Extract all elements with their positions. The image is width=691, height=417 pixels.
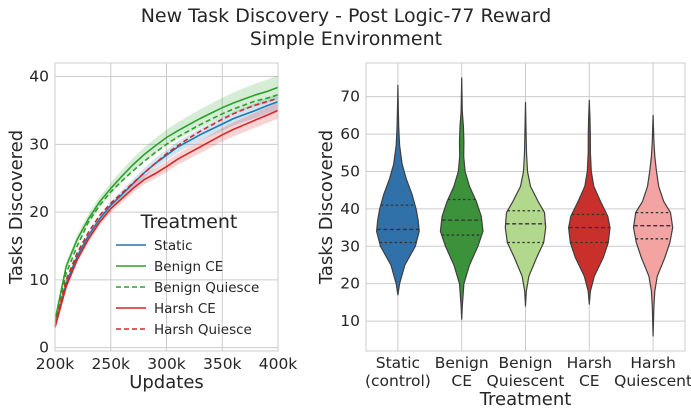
violin-body-4 [632,114,674,337]
line-x-tick-label: 250k [91,355,130,373]
violin-body-3 [568,99,611,305]
legend-label-3: Harsh CE [154,301,216,317]
violin-y-tick-label: 40 [340,200,360,218]
violin-category-label-line2: Quiescent [614,372,691,390]
line-x-tick-label: 350k [203,355,242,373]
figure-title-line1: New Task Discovery - Post Logic-77 Rewar… [141,5,552,27]
legend-label-1: Benign CE [154,259,223,275]
line-band-1 [55,75,278,325]
line-series-0 [54,100,279,328]
line-x-axis-label: Updates [129,372,204,393]
violin-y-tick-label: 50 [340,162,360,180]
line-series-1 [54,86,279,321]
violin-y-tick-label: 70 [340,88,360,106]
violin-y-axis-label: Tasks Discovered [316,130,337,285]
line-x-tick-label: 300k [147,355,186,373]
violin-body-0 [376,84,420,296]
violin-category-label-line2: Quiescent [487,372,565,390]
violin-body-2 [504,101,547,307]
violin-y-tick-label: 60 [340,125,360,143]
legend-title: Treatment [140,211,238,233]
line-y-tick-label: 20 [29,203,49,221]
line-series-4 [54,97,279,327]
legend-label-2: Benign Quiesce [154,280,259,296]
violin-y-tick-label: 20 [340,275,360,293]
violin-x-axis-label: Treatment [479,389,572,410]
violin-category-label-line2: CE [451,372,472,390]
line-series-2 [54,94,279,325]
violin-category-label-line1: Benign [435,354,489,372]
violin-plot-frame [365,62,686,352]
violin-y-tick-label: 30 [340,237,360,255]
legend-label-4: Harsh Quiesce [154,322,252,338]
line-band-0 [55,93,278,330]
line-y-axis-label: Tasks Discovered [6,130,27,285]
figure-title-line2: Simple Environment [250,28,442,50]
line-y-tick-label: 0 [39,339,49,357]
violin-category-label-line1: Static [376,354,420,372]
violin-category-label-line1: Harsh [630,354,675,372]
violin-body-1 [439,77,484,320]
line-band-3 [55,102,278,330]
line-y-tick-label: 30 [29,135,49,153]
line-y-tick-label: 40 [29,68,49,86]
legend-label-0: Static [154,238,193,254]
violin-category-label-line2: CE [579,372,600,390]
violin-category-label-line1: Benign [499,354,553,372]
line-plot-frame [54,62,279,352]
line-x-tick-label: 400k [259,355,298,373]
violin-category-label-line2: (control) [365,372,431,390]
line-series-3 [54,109,279,328]
violin-y-tick-label: 10 [340,312,360,330]
violin-chart: 10203040506070Static(control)BenignCEBen… [316,62,691,410]
violin-category-label-line1: Harsh [567,354,612,372]
line-x-tick-label: 200k [36,355,75,373]
line-y-tick-label: 10 [29,271,49,289]
line-chart: 200k 250k 300k 350k 400k 0 10 20 30 40 Updates Task… [6,62,298,393]
